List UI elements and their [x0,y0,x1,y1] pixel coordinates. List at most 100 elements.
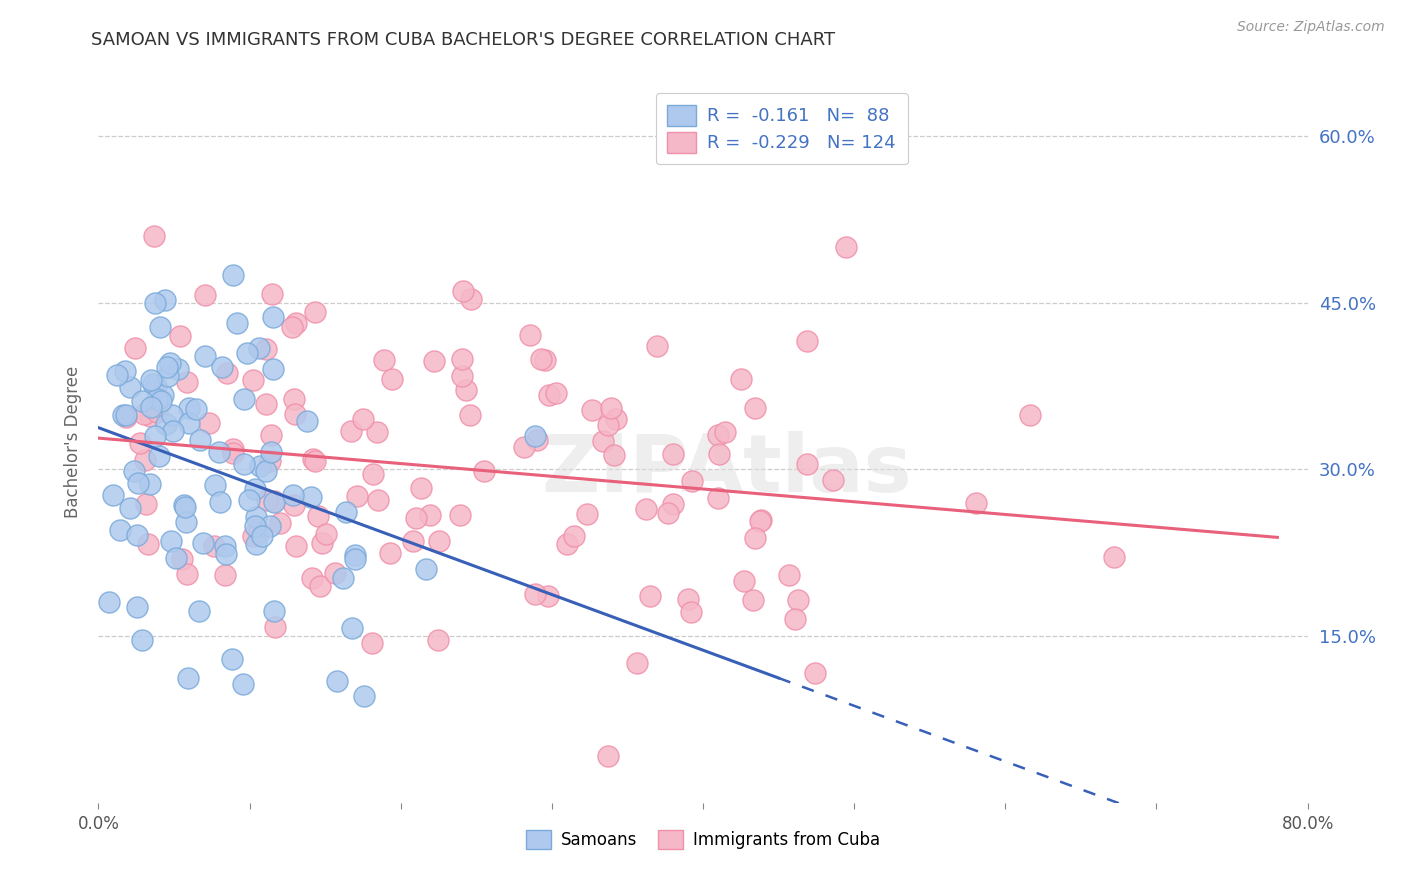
Point [156,369,179,384]
Point [405,510,427,524]
Point [344,548,367,562]
Point [378,546,401,560]
Point [419,508,441,522]
Point [177,416,200,430]
Point [456,384,478,398]
Point [214,568,236,582]
Point [361,467,384,481]
Point [427,534,450,549]
Point [118,500,141,515]
Point [125,528,148,542]
Point [340,425,363,439]
Point [263,619,285,633]
Point [188,604,211,618]
Point [835,239,858,253]
Point [145,379,167,393]
Point [221,651,243,665]
Point [749,513,772,527]
Point [225,316,247,330]
Point [598,418,620,433]
Point [148,449,170,463]
Point [304,304,326,318]
Point [409,481,432,495]
Point [142,377,165,392]
Point [169,328,191,343]
Point [202,539,225,553]
Point [352,411,374,425]
Point [127,476,149,491]
Point [260,445,283,459]
Point [451,284,474,298]
Point [598,748,620,763]
Point [402,533,425,548]
Point [134,453,156,467]
Point [323,566,346,581]
Point [284,408,307,422]
Point [778,568,800,582]
Point [804,665,827,680]
Point [115,410,138,425]
Point [211,360,233,375]
Point [427,632,450,647]
Point [262,286,284,301]
Point [544,386,567,401]
Point [156,360,179,375]
Point [256,492,278,507]
Point [124,341,146,355]
Point [626,656,648,670]
Point [423,353,446,368]
Point [129,436,152,450]
Point [301,452,323,467]
Point [346,489,368,503]
Point [247,524,270,539]
Point [259,454,281,468]
Point [681,475,703,489]
Point [512,440,534,454]
Point [676,592,699,607]
Point [299,490,322,504]
Point [232,392,254,407]
Point [263,495,285,509]
Point [605,412,627,426]
Point [1102,549,1125,564]
Point [139,400,162,414]
Point [260,427,283,442]
Point [343,551,366,566]
Point [208,495,231,509]
Point [783,611,806,625]
Point [662,497,685,511]
Point [232,677,254,691]
Point [458,408,481,422]
Point [284,539,307,553]
Point [1019,408,1042,422]
Point [263,604,285,618]
Point [139,476,162,491]
Point [707,427,730,442]
Point [193,288,215,302]
Point [284,316,307,330]
Point [281,488,304,502]
Point [177,671,200,685]
Point [581,403,603,417]
Point [222,442,245,456]
Point [262,310,284,324]
Point [172,552,194,566]
Point [661,447,683,461]
Point [307,508,329,523]
Point [131,633,153,648]
Point [592,434,614,449]
Point [353,689,375,703]
Point [707,491,730,505]
Point [165,551,187,566]
Point [361,636,384,650]
Point [188,433,211,447]
Point [259,518,281,533]
Point [194,349,217,363]
Point [796,457,818,471]
Point [115,408,138,422]
Point [243,519,266,533]
Point [101,488,124,502]
Point [263,494,285,508]
Point [232,457,254,471]
Point [714,425,737,440]
